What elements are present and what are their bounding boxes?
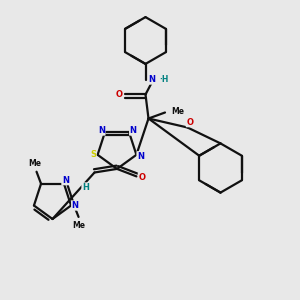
Text: N: N [72,201,79,210]
Text: ·H: ·H [159,75,168,84]
Text: N: N [98,126,105,135]
Text: Me: Me [72,221,85,230]
Text: N: N [137,152,144,161]
Text: N: N [130,126,137,135]
Text: S: S [90,150,96,159]
Text: O: O [116,90,123,99]
Text: N: N [148,75,156,84]
Text: H: H [82,183,89,192]
Text: O: O [186,118,194,127]
Text: Me: Me [28,159,41,168]
Text: O: O [138,173,146,182]
Text: Me: Me [171,106,184,116]
Text: N: N [62,176,69,184]
